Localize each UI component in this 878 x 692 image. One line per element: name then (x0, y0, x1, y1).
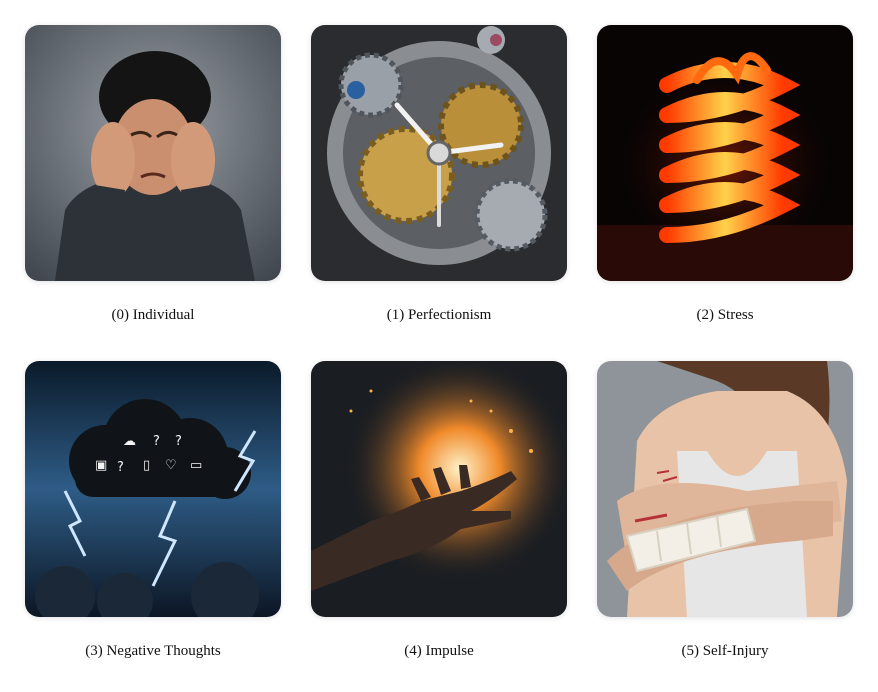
self-injury-caption: (5) Self-Injury (681, 643, 769, 659)
stress-image (597, 25, 853, 281)
bandaged-arm-illustration (597, 361, 853, 617)
clockwork-gears-illustration (311, 25, 567, 281)
perfectionism-image (311, 25, 567, 281)
flaming-spring-illustration (597, 25, 853, 281)
svg-text:♡: ♡ (165, 458, 177, 473)
svg-text:▣: ▣ (95, 458, 107, 473)
svg-text:?: ? (175, 434, 182, 449)
impulse-caption: (4) Impulse (404, 643, 474, 659)
perfectionism-caption: (1) Perfectionism (386, 307, 492, 323)
distressed-person-illustration (25, 25, 281, 281)
svg-text:☁: ☁ (123, 434, 136, 449)
impulse-image (311, 361, 567, 617)
negative-thoughts-image: ☁ ? ? ▣ ? ▯ ♡ ▭ (25, 361, 281, 617)
individual-caption: (0) Individual (111, 307, 195, 323)
svg-text:▭: ▭ (190, 458, 202, 473)
storm-cloud-illustration: ☁ ? ? ▣ ? ▯ ♡ ▭ (25, 361, 281, 617)
svg-text:?: ? (153, 434, 160, 449)
svg-text:?: ? (117, 460, 124, 475)
svg-text:▯: ▯ (143, 458, 150, 473)
stress-caption: (2) Stress (696, 307, 754, 323)
self-injury-image (597, 361, 853, 617)
individual-image (25, 25, 281, 281)
burning-hand-illustration (311, 361, 567, 617)
negative-thoughts-caption: (3) Negative Thoughts (85, 643, 221, 659)
